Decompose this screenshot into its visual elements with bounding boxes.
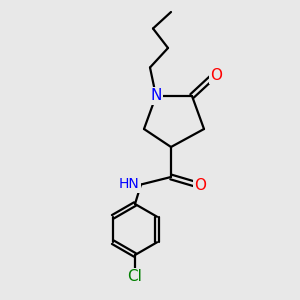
Text: Cl: Cl xyxy=(128,269,142,284)
Text: N: N xyxy=(150,88,162,104)
Text: O: O xyxy=(211,68,223,82)
Text: HN: HN xyxy=(119,178,140,191)
Text: O: O xyxy=(194,178,206,194)
